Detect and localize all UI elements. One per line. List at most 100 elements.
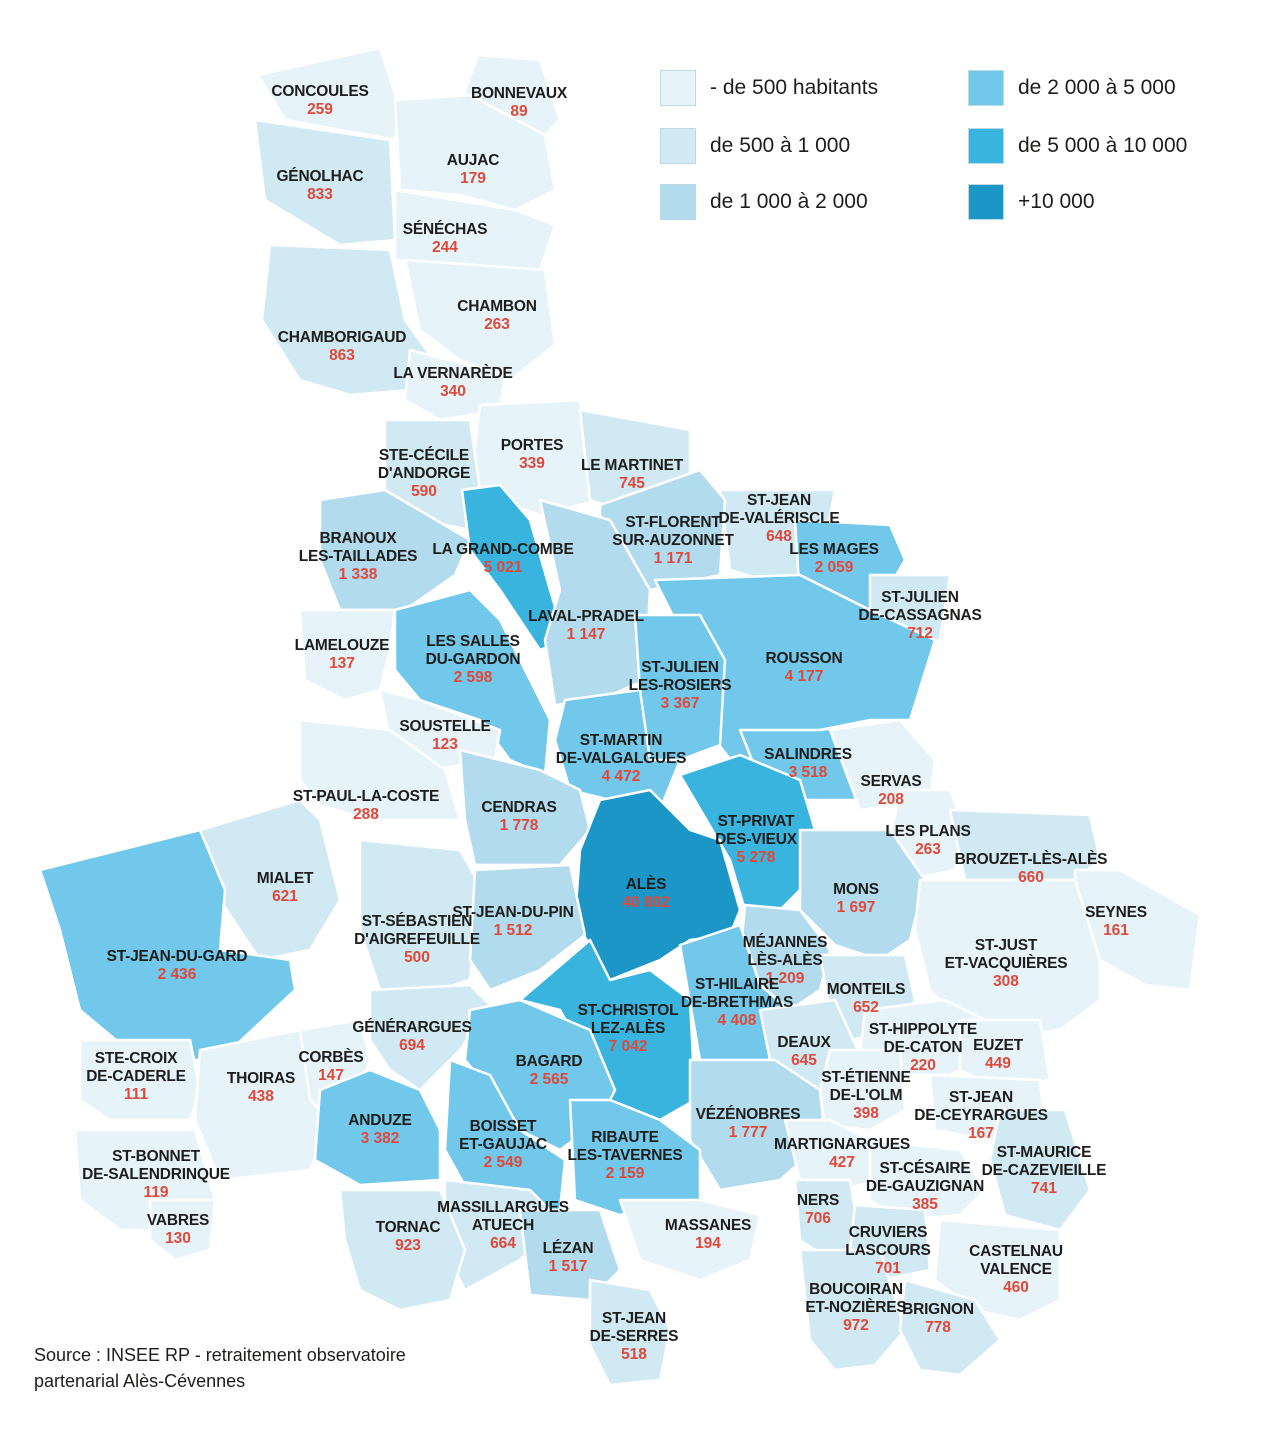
commune-area [148, 1198, 217, 1262]
commune-name: SÉNÉCHAS [403, 221, 488, 238]
commune-name: DES-VIEUX [715, 831, 798, 848]
commune-name: ST-SÉBASTIEN [362, 913, 472, 930]
commune-name: DE-SERRES [590, 1328, 679, 1345]
commune-name: CRUVIERS [849, 1224, 928, 1241]
commune-name: DE-CASSAGNAS [858, 607, 981, 624]
commune-population: 460 [1003, 1279, 1029, 1296]
commune-name: CONCOULES [271, 83, 368, 100]
commune-name: DE-CAZEVIEILLE [982, 1162, 1107, 1179]
commune-name: BRIGNON [902, 1301, 974, 1318]
commune-name: ANDUZE [348, 1112, 411, 1129]
commune-name: CHAMBORIGAUD [278, 329, 406, 346]
commune-name: DE-CEYRARGUES [914, 1107, 1047, 1124]
commune-population: 1 338 [339, 566, 378, 583]
commune-population: 263 [484, 316, 510, 333]
commune-population: 660 [1018, 869, 1044, 886]
commune-population: 398 [853, 1105, 879, 1122]
commune-name: SOUSTELLE [399, 718, 490, 735]
commune-name: CHAMBON [457, 298, 537, 315]
legend-label: de 5 000 à 10 000 [1018, 134, 1188, 157]
commune-name: ST-CÉSAIRE [879, 1160, 970, 1177]
commune-area [38, 828, 297, 1062]
commune-name: SEYNES [1085, 904, 1147, 921]
commune-population: 179 [460, 170, 486, 187]
commune-name: LASCOURS [845, 1242, 930, 1259]
commune-population: 2 436 [158, 966, 197, 983]
commune-name: ST-MARTIN [580, 732, 663, 749]
commune-population: 923 [395, 1237, 421, 1254]
legend-item: - de 500 habitants [660, 70, 878, 106]
commune-area [868, 1138, 987, 1222]
commune-population: 167 [968, 1125, 994, 1142]
commune-name: ST-HILAIRE [695, 976, 779, 993]
commune-population: 194 [695, 1235, 721, 1252]
commune-population: 645 [791, 1052, 817, 1069]
commune-name: LES SALLES [426, 633, 520, 650]
commune-name: LES MAGES [789, 541, 879, 558]
commune-area [913, 878, 1102, 1042]
legend-item: +10 000 [968, 184, 1095, 220]
commune-population: 1 777 [729, 1124, 768, 1141]
commune-population: 778 [925, 1319, 951, 1336]
legend-label: +10 000 [1018, 190, 1095, 213]
legend-label: - de 500 habitants [710, 76, 879, 99]
commune-name: GÉNÉRARGUES [352, 1019, 471, 1036]
legend-swatch [660, 128, 696, 164]
commune-name: GÉNOLHAC [276, 168, 363, 185]
commune-name: PORTES [501, 437, 564, 454]
commune-name: ST-BONNET [112, 1148, 200, 1165]
commune-population: 130 [165, 1230, 191, 1247]
commune-population: 706 [805, 1210, 831, 1227]
commune-name: RIBAUTE [591, 1129, 659, 1146]
commune-name: BOUCOIRAN [809, 1281, 903, 1298]
commune-name: ST-MAURICE [997, 1144, 1091, 1161]
commune-population: 111 [124, 1086, 149, 1103]
commune-population: 652 [853, 999, 879, 1016]
commune-name: D'AIGREFEUILLE [354, 931, 480, 948]
commune-name: ST-PAUL-LA-COSTE [293, 788, 439, 805]
commune-name: SALINDRES [764, 746, 852, 763]
commune-area [313, 1068, 442, 1187]
commune-area [78, 1038, 202, 1122]
commune-name: LES-TAVERNES [567, 1147, 682, 1164]
commune-name: LAVAL-PRADEL [528, 608, 644, 625]
commune-name: MASSANES [665, 1217, 751, 1234]
commune-population: 1 147 [567, 626, 606, 643]
commune-population: 4 177 [785, 668, 824, 685]
commune-population: 2 059 [815, 559, 854, 576]
commune-name: VABRES [147, 1212, 209, 1229]
legend-label: de 1 000 à 2 000 [710, 190, 868, 213]
commune-population: 741 [1031, 1180, 1057, 1197]
commune-population: 263 [915, 841, 941, 858]
commune-population: 1 209 [766, 970, 805, 987]
commune-name: LES PLANS [885, 823, 970, 840]
commune-population: 259 [307, 101, 333, 118]
commune-name: ST-CHRISTOL [578, 1002, 679, 1019]
